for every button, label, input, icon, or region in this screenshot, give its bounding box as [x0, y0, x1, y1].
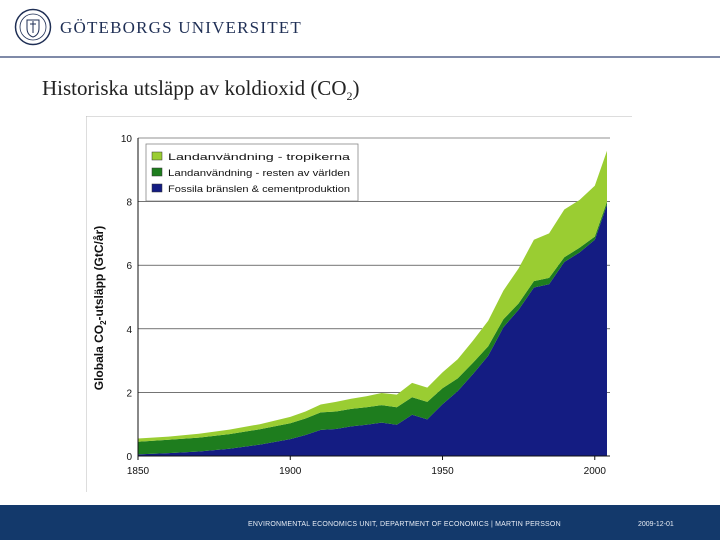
- x-tick-label: 1900: [279, 466, 302, 477]
- y-tick-label: 8: [126, 198, 132, 209]
- y-tick-label: 6: [126, 261, 132, 272]
- legend-swatch-0: [151, 183, 163, 193]
- header: GÖTEBORGS UNIVERSITET: [0, 0, 720, 56]
- legend-box: [145, 143, 359, 202]
- y-tick-label: 2: [126, 388, 132, 399]
- area-series-0: [138, 204, 607, 456]
- x-tick-label: 1950: [431, 466, 454, 477]
- legend-label: Fossila bränslen & cementproduktion: [168, 184, 350, 195]
- university-name: GÖTEBORGS UNIVERSITET: [60, 18, 302, 37]
- slide-title: Historiska utsläpp av koldioxid (CO2): [42, 76, 360, 104]
- area-series-2: [138, 150, 607, 442]
- footer-text: ENVIRONMENTAL ECONOMICS UNIT, DEPARTMENT…: [248, 521, 561, 528]
- chart-svg: 0 2 4 6 8 10 1850 1900 1950 2000 Landanvändning -…: [86, 116, 632, 492]
- emissions-chart: 0 2 4 6 8 10 1850 1900 1950 2000 Landanvändning -…: [86, 116, 632, 492]
- legend-swatch-1: [151, 167, 163, 177]
- university-seal-icon: [14, 8, 52, 46]
- y-axis-label: Globala CO2-utsläpp (GtC/år): [92, 226, 108, 390]
- x-tick-label: 2000: [584, 466, 607, 477]
- legend-swatch-2: [151, 151, 163, 161]
- header-divider: [0, 56, 720, 58]
- y-tick-label: 10: [121, 134, 133, 145]
- legend-label: Landanvändning - tropikerna: [168, 152, 351, 163]
- footer-bar: ENVIRONMENTAL ECONOMICS UNIT, DEPARTMENT…: [0, 505, 720, 540]
- y-tick-label: 4: [126, 325, 132, 336]
- y-tick-label: 0: [126, 452, 132, 463]
- legend-label: Landanvändning - resten av världen: [168, 168, 350, 179]
- footer-date: 2009-12-01: [638, 521, 674, 528]
- x-tick-label: 1850: [127, 466, 150, 477]
